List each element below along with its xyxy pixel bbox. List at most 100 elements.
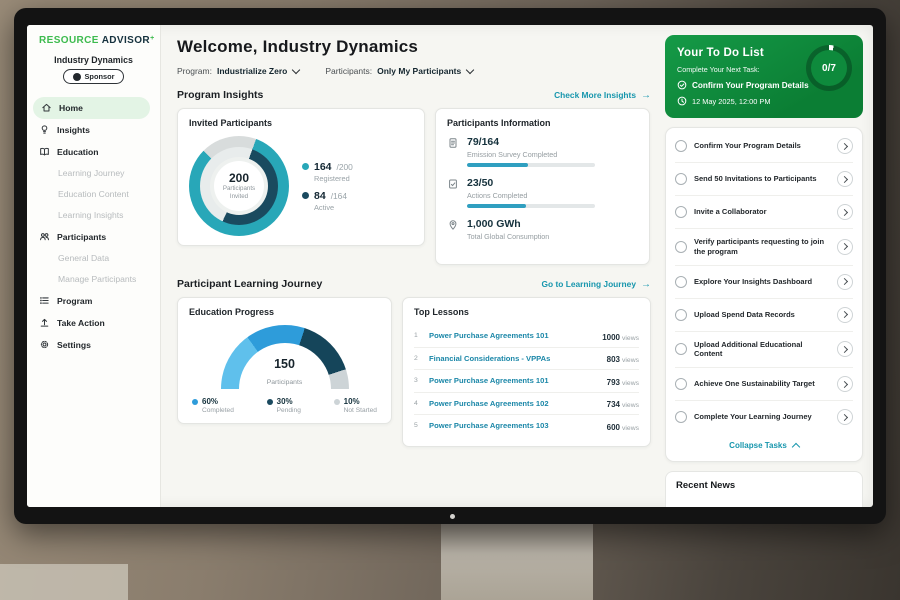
sponsor-label: Sponsor bbox=[84, 72, 115, 81]
legend-label: Completed bbox=[202, 407, 234, 414]
sidebar-item-participants[interactable]: Participants bbox=[27, 226, 160, 248]
task-row[interactable]: Complete Your Learning Journey bbox=[675, 401, 853, 433]
task-open-button[interactable] bbox=[837, 238, 853, 255]
sidebar-item-home[interactable]: Home bbox=[33, 96, 150, 119]
collapse-tasks-button[interactable]: Collapse Tasks bbox=[675, 433, 853, 459]
participants-filter-label: Participants: bbox=[325, 66, 373, 76]
legend-value: 84 bbox=[314, 189, 326, 202]
sidebar-item-label: Learning Insights bbox=[58, 210, 124, 220]
legend-item-pending: 30% Pending bbox=[266, 397, 301, 414]
progress-bar bbox=[467, 163, 595, 167]
sidebar-item-take-action[interactable]: Take Action bbox=[27, 312, 160, 334]
lesson-rank: 2 bbox=[414, 354, 418, 362]
education-progress-card: Education Progress 150 Participants 60% … bbox=[177, 297, 392, 424]
sidebar-item-general-data[interactable]: General Data bbox=[27, 248, 160, 269]
sponsor-badge[interactable]: Sponsor bbox=[62, 69, 125, 84]
participants-information-card: Participants Information 79/164 Emission… bbox=[435, 108, 650, 265]
card-title: Top Lessons bbox=[414, 307, 469, 317]
task-checkbox[interactable] bbox=[675, 411, 687, 423]
task-open-button[interactable] bbox=[837, 306, 853, 323]
task-row[interactable]: Verify participants requesting to join t… bbox=[675, 229, 853, 266]
stat-value: 1,000 GWh bbox=[467, 218, 521, 230]
gear-icon bbox=[40, 340, 49, 349]
lesson-title-link[interactable]: Power Purchase Agreements 103 bbox=[429, 421, 549, 431]
legend-label: Not Started bbox=[343, 407, 377, 414]
check-more-insights-link[interactable]: Check More Insights → bbox=[554, 90, 651, 101]
lesson-row[interactable]: 3 Power Purchase Agreements 101 793 views bbox=[414, 370, 639, 393]
task-open-button[interactable] bbox=[837, 273, 853, 290]
lesson-title-link[interactable]: Financial Considerations - VPPAs bbox=[429, 353, 551, 363]
task-label: Verify participants requesting to join t… bbox=[694, 237, 825, 256]
go-to-learning-journey-link[interactable]: Go to Learning Journey → bbox=[542, 279, 651, 290]
app-logo: RESOURCE ADVISOR+ bbox=[27, 35, 160, 46]
chevron-right-icon bbox=[840, 345, 848, 353]
sidebar-item-manage-participants[interactable]: Manage Participants bbox=[27, 269, 160, 290]
home-icon bbox=[42, 103, 51, 112]
sidebar-item-education-content[interactable]: Education Content bbox=[27, 184, 160, 205]
task-checkbox[interactable] bbox=[675, 378, 687, 390]
task-checkbox[interactable] bbox=[675, 343, 687, 356]
task-row[interactable]: Achieve One Sustainability Target bbox=[675, 368, 853, 401]
collapse-label: Collapse Tasks bbox=[729, 441, 787, 450]
task-row[interactable]: Upload Spend Data Records bbox=[675, 299, 853, 332]
task-row[interactable]: Upload Additional Educational Content bbox=[675, 332, 853, 368]
lesson-row[interactable]: 2 Financial Considerations - VPPAs 803 vi… bbox=[414, 348, 639, 370]
task-open-button[interactable] bbox=[837, 376, 853, 392]
section-title: Participant Learning Journey bbox=[177, 278, 323, 290]
legend-label: Pending bbox=[276, 407, 301, 414]
top-lessons-card: Top Lessons 1 Power Purchase Agreements … bbox=[402, 297, 651, 447]
gauge-center-value: 150 bbox=[274, 357, 295, 371]
chevron-right-icon bbox=[840, 277, 848, 286]
task-row[interactable]: Confirm Your Program Details bbox=[675, 130, 853, 163]
donut-legend: 164 /200 Registered 84 /164 bbox=[302, 154, 353, 219]
invited-participants-card: Invited Participants 200 Participants In… bbox=[177, 108, 425, 246]
program-filter[interactable]: Program: Industrialize Zero bbox=[177, 65, 301, 76]
education-gauge-chart: 150 Participants bbox=[220, 325, 349, 389]
task-open-button[interactable] bbox=[837, 341, 853, 358]
lesson-row[interactable]: 1 Power Purchase Agreements 101 1000 view… bbox=[414, 325, 639, 348]
task-checkbox[interactable] bbox=[675, 275, 687, 288]
lesson-row[interactable]: 4 Power Purchase Agreements 102 734 views bbox=[414, 393, 639, 415]
task-row[interactable]: Invite a Collaborator bbox=[675, 196, 853, 229]
task-label: Achieve One Sustainability Target bbox=[694, 379, 815, 389]
sidebar-item-label: Learning Journey bbox=[58, 168, 125, 178]
sidebar-item-program[interactable]: Program bbox=[27, 290, 160, 312]
sidebar-item-learning-journey[interactable]: Learning Journey bbox=[27, 163, 160, 184]
task-open-button[interactable] bbox=[837, 138, 853, 154]
lesson-views-count: 793 bbox=[606, 377, 620, 387]
recent-news-title: Recent News bbox=[676, 480, 736, 491]
sidebar-item-settings[interactable]: Settings bbox=[27, 334, 160, 356]
task-open-button[interactable] bbox=[837, 171, 853, 187]
lesson-title-link[interactable]: Power Purchase Agreements 101 bbox=[429, 331, 549, 341]
sidebar-item-education[interactable]: Education bbox=[27, 141, 160, 163]
task-checkbox[interactable] bbox=[675, 240, 687, 253]
chevron-right-icon bbox=[840, 208, 848, 216]
card-title: Invited Participants bbox=[189, 118, 273, 128]
clock-icon bbox=[677, 96, 687, 106]
todo-panel: Your To Do List Complete Your Next Task:… bbox=[663, 25, 873, 507]
task-open-button[interactable] bbox=[837, 204, 853, 220]
monitor-stand bbox=[441, 522, 593, 600]
lesson-title-link[interactable]: Power Purchase Agreements 101 bbox=[429, 376, 549, 386]
task-open-button[interactable] bbox=[837, 409, 853, 425]
monitor-bezel: RESOURCE ADVISOR+ Industry Dynamics Spon… bbox=[14, 8, 886, 524]
lesson-row[interactable]: 5 Power Purchase Agreements 103 600 views bbox=[414, 415, 639, 437]
legend-dot bbox=[266, 398, 273, 405]
sidebar-item-label: Settings bbox=[57, 339, 91, 350]
task-checkbox[interactable] bbox=[675, 173, 687, 185]
sidebar-item-insights[interactable]: Insights bbox=[27, 119, 160, 141]
lesson-views-label: views bbox=[622, 357, 639, 365]
stat-actions-completed: 23/50 Actions Completed bbox=[447, 177, 638, 208]
learning-journey-header: Participant Learning Journey Go to Learn… bbox=[177, 278, 651, 290]
chevron-right-icon bbox=[840, 175, 848, 183]
sidebar-item-learning-insights[interactable]: Learning Insights bbox=[27, 205, 160, 226]
task-checkbox[interactable] bbox=[675, 140, 687, 152]
lesson-title-link[interactable]: Power Purchase Agreements 102 bbox=[429, 398, 549, 408]
stat-label: Total Global Consumption bbox=[467, 232, 550, 241]
lesson-views-count: 734 bbox=[606, 400, 620, 410]
task-checkbox[interactable] bbox=[675, 206, 687, 218]
task-checkbox[interactable] bbox=[675, 308, 687, 321]
task-row[interactable]: Explore Your Insights Dashboard bbox=[675, 266, 853, 299]
participants-filter[interactable]: Participants: Only My Participants bbox=[325, 65, 475, 76]
task-row[interactable]: Send 50 Invitations to Participants bbox=[675, 163, 853, 196]
